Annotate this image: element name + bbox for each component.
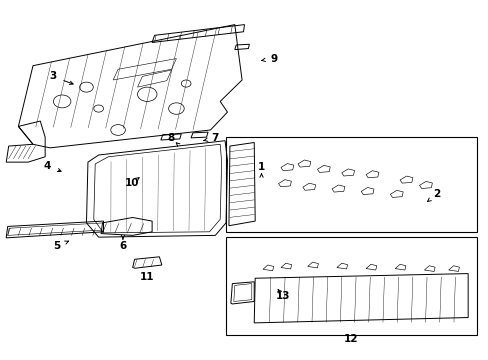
Bar [225, 137, 476, 232]
Text: 1: 1 [257, 162, 264, 172]
Text: 11: 11 [140, 272, 154, 282]
Bar [225, 237, 476, 336]
Text: 13: 13 [276, 291, 290, 301]
Text: 5: 5 [54, 241, 61, 251]
Text: 7: 7 [211, 133, 219, 143]
Text: 12: 12 [344, 334, 358, 344]
Text: 4: 4 [44, 161, 51, 171]
Text: 2: 2 [432, 189, 439, 199]
Text: 3: 3 [49, 71, 56, 81]
Text: 9: 9 [269, 54, 277, 64]
Text: 10: 10 [124, 178, 139, 188]
Text: 8: 8 [166, 133, 174, 143]
Text: 6: 6 [119, 241, 126, 251]
